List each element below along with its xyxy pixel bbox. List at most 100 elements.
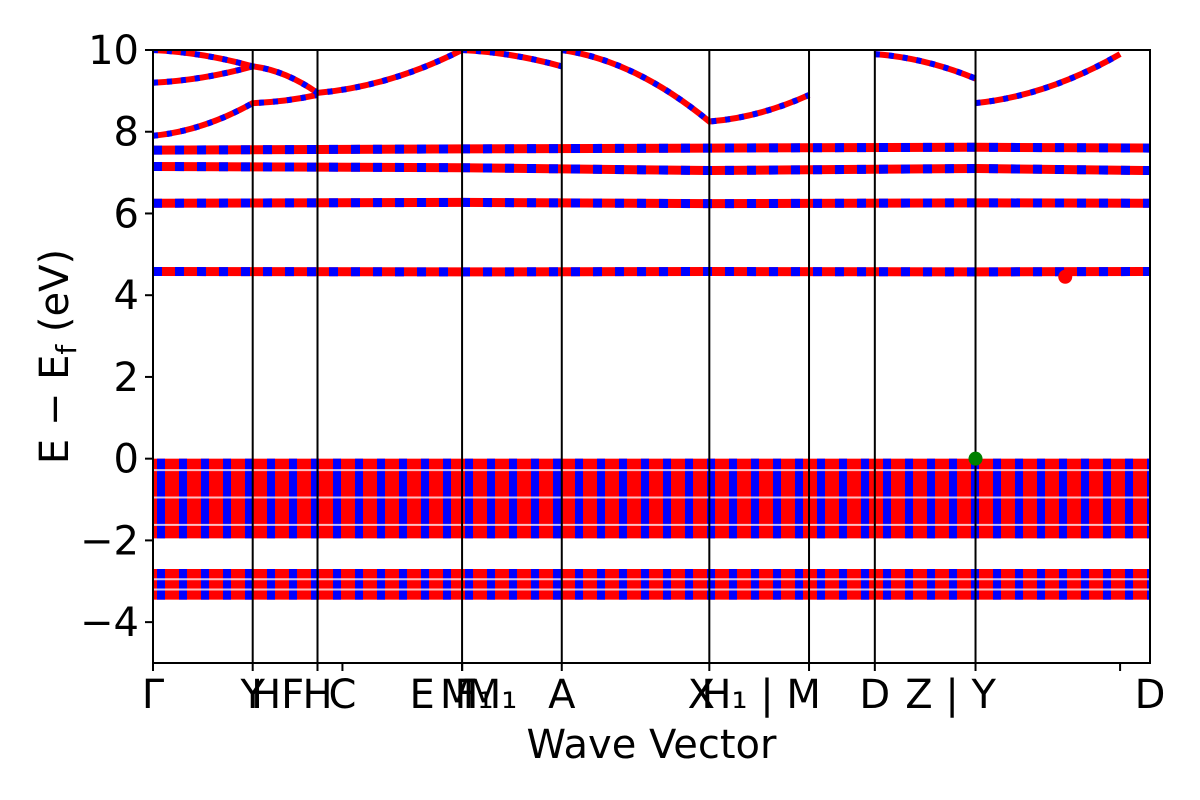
valence-stripe bbox=[421, 569, 429, 600]
y-tick-label: 4 bbox=[114, 273, 139, 319]
valence-stripe bbox=[641, 458, 649, 539]
y-tick-label: 8 bbox=[114, 110, 139, 156]
valence-stripe bbox=[355, 569, 363, 600]
valence-stripe bbox=[861, 458, 869, 539]
valence-stripe bbox=[311, 458, 319, 539]
valence-stripe bbox=[685, 569, 693, 600]
valence-stripe bbox=[773, 458, 781, 539]
y-axis-label-main: E − E bbox=[32, 355, 78, 465]
valence-stripe bbox=[1015, 569, 1023, 600]
upper-band-5-dash bbox=[874, 51, 977, 82]
x-tick-label: C bbox=[328, 672, 356, 718]
x-tick-label: Γ bbox=[142, 672, 165, 718]
valence-stripe bbox=[751, 569, 759, 600]
valence-stripe bbox=[531, 458, 539, 539]
valence-stripe bbox=[223, 569, 231, 600]
valence-stripe bbox=[1037, 458, 1045, 539]
y-axis-label-tail: (eV) bbox=[32, 249, 78, 345]
valence-stripe bbox=[1103, 458, 1111, 539]
valence-stripe bbox=[245, 569, 253, 600]
upper-band-5 bbox=[874, 51, 977, 82]
y-tick-label: −4 bbox=[80, 600, 139, 646]
valence-stripe bbox=[487, 458, 495, 539]
upper-band-4 bbox=[561, 50, 811, 125]
flat-band-1 bbox=[153, 197, 1150, 209]
valence-block-1 bbox=[153, 569, 1150, 600]
valence-stripe bbox=[597, 458, 605, 539]
valence-stripe bbox=[641, 569, 649, 600]
valence-stripe bbox=[201, 569, 209, 600]
y-tick-label: −2 bbox=[80, 518, 139, 564]
valence-stripe bbox=[905, 458, 913, 539]
valence-stripe bbox=[663, 458, 671, 539]
valence-stripe bbox=[443, 458, 451, 539]
valence-stripe bbox=[949, 458, 957, 539]
y-tick-label: 6 bbox=[114, 191, 139, 237]
valence-stripe bbox=[883, 569, 891, 600]
valence-stripe bbox=[619, 458, 627, 539]
valence-stripe bbox=[597, 569, 605, 600]
valence-stripe bbox=[729, 569, 737, 600]
valence-stripe bbox=[223, 458, 231, 539]
x-tick-label: X bbox=[688, 672, 715, 718]
bands-group bbox=[153, 50, 1150, 600]
upper-band-1-dash bbox=[153, 50, 464, 96]
valence-stripe bbox=[751, 458, 759, 539]
x-tick-label: A bbox=[548, 672, 576, 718]
valence-stripe bbox=[487, 569, 495, 600]
upper-band-6 bbox=[975, 51, 1122, 107]
valence-stripe bbox=[289, 458, 297, 539]
valence-stripe bbox=[817, 458, 825, 539]
valence-stripe bbox=[905, 569, 913, 600]
valence-stripe bbox=[465, 569, 473, 600]
x-tick-label: H bbox=[302, 672, 332, 718]
valence-stripe bbox=[1081, 569, 1089, 600]
flat-band-3 bbox=[153, 142, 1150, 155]
valence-stripe bbox=[729, 458, 737, 539]
valence-stripe bbox=[795, 569, 803, 600]
valence-stripe bbox=[399, 458, 407, 539]
plot-frame bbox=[152, 49, 1151, 664]
valence-stripe bbox=[1059, 458, 1067, 539]
y-tick-label: 2 bbox=[114, 355, 139, 401]
y-tick-label: 10 bbox=[88, 28, 139, 74]
valence-stripe bbox=[619, 569, 627, 600]
valence-stripe bbox=[927, 569, 935, 600]
valence-stripe bbox=[157, 458, 165, 539]
valence-stripe bbox=[707, 458, 715, 539]
valence-stripe bbox=[179, 458, 187, 539]
vbm-marker bbox=[968, 451, 983, 466]
x-tick-label: F₁ bbox=[455, 672, 494, 718]
x-tick-label: H₁ | M bbox=[701, 672, 821, 718]
valence-stripe bbox=[839, 458, 847, 539]
x-tick-label: E bbox=[410, 672, 435, 718]
valence-stripe bbox=[773, 569, 781, 600]
valence-stripe bbox=[333, 458, 341, 539]
y-axis-label-sub: f bbox=[50, 344, 83, 355]
valence-stripe bbox=[1125, 458, 1133, 539]
valence-stripe bbox=[245, 458, 253, 539]
valence-stripe bbox=[883, 458, 891, 539]
valence-stripe bbox=[333, 569, 341, 600]
valence-stripe bbox=[1125, 569, 1133, 600]
valence-stripe bbox=[509, 569, 517, 600]
x-tick-label: D bbox=[859, 672, 890, 718]
valence-stripe bbox=[465, 458, 473, 539]
valence-stripe bbox=[1103, 569, 1111, 600]
valence-stripe bbox=[553, 569, 561, 600]
valence-stripe bbox=[1015, 458, 1023, 539]
valence-stripe bbox=[267, 458, 275, 539]
valence-stripe bbox=[993, 458, 1001, 539]
valence-stripe bbox=[861, 569, 869, 600]
x-tick-label: M₁ bbox=[467, 672, 518, 718]
y-axis-label: E − Ef (eV) bbox=[32, 249, 83, 464]
valence-stripe bbox=[443, 569, 451, 600]
valence-stripe bbox=[663, 569, 671, 600]
x-axis-label: Wave Vector bbox=[527, 722, 778, 768]
valence-stripe bbox=[421, 458, 429, 539]
valence-stripe bbox=[531, 569, 539, 600]
valence-stripe bbox=[201, 458, 209, 539]
valence-stripe bbox=[949, 569, 957, 600]
valence-stripe bbox=[685, 458, 693, 539]
